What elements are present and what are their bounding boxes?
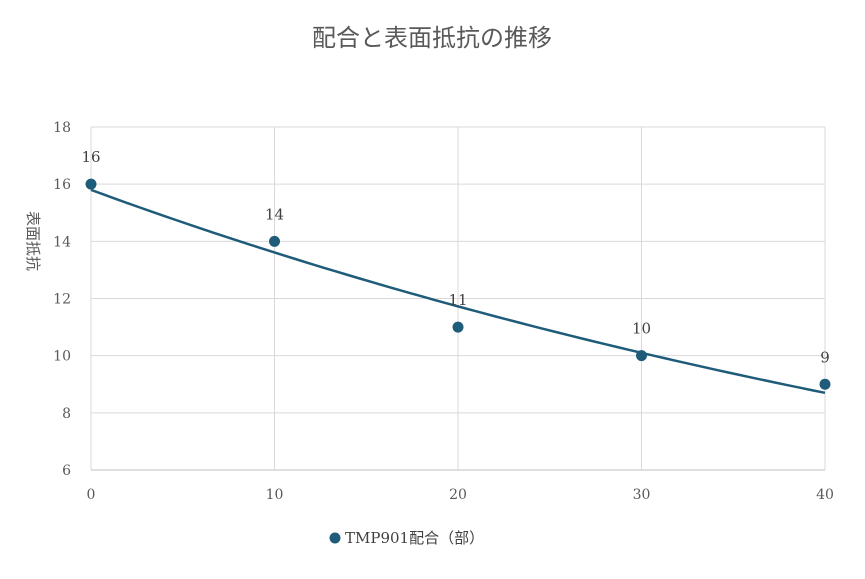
- data-labels: 16 14 11 10 9: [81, 148, 829, 366]
- y-axis-label: 表面抵抗: [24, 211, 42, 271]
- trendline: [90, 188, 826, 395]
- data-label: 11: [448, 291, 467, 309]
- legend[interactable]: TMP901配合（部）: [329, 529, 485, 547]
- data-point: [85, 178, 97, 190]
- x-tick-label: 10: [266, 487, 284, 503]
- x-tick-label: 20: [449, 487, 467, 503]
- data-points: [85, 178, 831, 390]
- data-label: 14: [265, 205, 284, 223]
- y-tick-label: 6: [62, 463, 71, 479]
- data-label: 10: [632, 320, 651, 338]
- x-tick-label: 30: [633, 487, 651, 503]
- y-tick-label: 16: [53, 177, 71, 193]
- legend-marker: [329, 532, 341, 544]
- data-label: 9: [820, 348, 830, 366]
- trendline-group: [90, 188, 826, 395]
- data-point: [269, 235, 280, 247]
- y-tick-label: 10: [53, 349, 71, 365]
- y-tick-label: 8: [62, 406, 71, 422]
- y-tick-label: 12: [53, 292, 71, 308]
- x-tick-label: 40: [816, 487, 834, 503]
- legend-label: TMP901配合（部）: [345, 529, 484, 547]
- x-tick-label: 0: [87, 487, 96, 503]
- axis-ticks: 6 8 10 12 14 16 18 0 10 20 30 40: [53, 120, 834, 503]
- chart-title: 配合と表面抵抗の推移: [312, 24, 552, 52]
- data-point: [452, 321, 464, 333]
- y-tick-label: 14: [53, 234, 71, 250]
- data-label: 16: [81, 148, 100, 166]
- y-tick-label: 18: [53, 120, 71, 136]
- grid-lines: [90, 126, 826, 471]
- data-point: [636, 350, 647, 362]
- data-point: [819, 378, 831, 390]
